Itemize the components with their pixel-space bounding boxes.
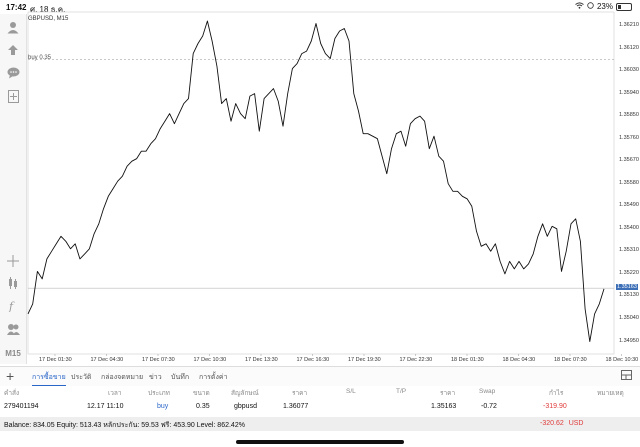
timeframe-button[interactable]: M15 bbox=[5, 348, 21, 358]
buy-line-label: buy 0.35 bbox=[28, 55, 52, 61]
header-order: คำสั่ง bbox=[4, 390, 20, 397]
lock-rotation-icon bbox=[587, 2, 594, 11]
header-sl: S/L bbox=[346, 388, 356, 395]
header-profit: กำไร bbox=[549, 390, 564, 397]
order-profit: -319.90 bbox=[543, 403, 567, 410]
order-id: 279401194 bbox=[4, 403, 39, 410]
add-icon[interactable]: + bbox=[6, 368, 15, 384]
order-price-open: 1.36077 bbox=[283, 403, 309, 410]
status-date: ศ. 18 ธ.ค. bbox=[30, 5, 66, 14]
y-tick-label: 1.35580 bbox=[619, 179, 639, 186]
y-tick-label: 1.35400 bbox=[619, 224, 639, 231]
panel-layout-icon[interactable] bbox=[621, 370, 632, 383]
y-tick-label: 1.35940 bbox=[619, 89, 639, 96]
tab-news[interactable]: ข่าว bbox=[149, 374, 162, 381]
y-tick-label: 1.36120 bbox=[619, 44, 639, 51]
wifi-icon bbox=[575, 2, 584, 11]
indicators-icon[interactable] bbox=[3, 273, 23, 293]
order-swap: -0.72 bbox=[481, 403, 497, 410]
trade-icon[interactable] bbox=[3, 40, 23, 60]
current-price-label: 1.35163 bbox=[616, 284, 638, 291]
y-tick-label: 1.35220 bbox=[619, 269, 639, 276]
chat-icon[interactable] bbox=[3, 63, 23, 83]
y-tick-label: 1.35850 bbox=[619, 112, 639, 119]
table-row[interactable]: 279401194 12.17 11:10 buy 0.35 gbpusd 1.… bbox=[0, 402, 640, 414]
order-price-current: 1.35163 bbox=[431, 403, 457, 410]
account-icon[interactable] bbox=[3, 17, 23, 37]
status-right: 23% bbox=[575, 2, 632, 11]
x-tick-label: 17 Dec 16:30 bbox=[296, 357, 330, 363]
x-tick-label: 17 Dec 22:30 bbox=[399, 357, 433, 363]
order-time: 12.17 11:10 bbox=[87, 403, 124, 410]
y-tick-label: 1.36210 bbox=[619, 22, 639, 28]
header-price-current: ราคา bbox=[440, 390, 456, 397]
chart-symbol-title: GBPUSD, M15 bbox=[28, 16, 69, 22]
header-tp: T/P bbox=[396, 388, 407, 395]
x-tick-label: 17 Dec 01:30 bbox=[39, 357, 72, 363]
order-size: 0.35 bbox=[196, 403, 210, 410]
y-tick-label: 1.36030 bbox=[619, 67, 639, 74]
x-tick-label: 17 Dec 19:30 bbox=[348, 357, 381, 363]
header-type: ประเภท bbox=[148, 390, 170, 397]
price-series-line bbox=[27, 20, 605, 342]
header-symbol: สัญลักษณ์ bbox=[231, 390, 259, 397]
header-time: เวลา bbox=[108, 390, 122, 397]
header-size: ขนาด bbox=[193, 390, 210, 397]
objects-icon[interactable] bbox=[3, 319, 23, 339]
function-icon[interactable]: f bbox=[3, 296, 23, 316]
x-tick-label: 18 Dec 07:30 bbox=[554, 357, 587, 363]
balance-bar: Balance: 834.05 Equity: 513.43 หลักประกั… bbox=[0, 417, 640, 431]
x-tick-label: 18 Dec 10:30 bbox=[605, 357, 639, 363]
header-comment: หมายเหตุ bbox=[597, 390, 624, 397]
total-profit: -320.62 USD bbox=[540, 420, 583, 427]
status-time: 17:42 bbox=[6, 3, 27, 12]
battery-percent: 23% bbox=[596, 2, 613, 11]
svg-text:f: f bbox=[8, 300, 15, 312]
tab-mailbox[interactable]: กล่องจดหมาย bbox=[101, 374, 144, 381]
x-tick-label: 17 Dec 07:30 bbox=[142, 357, 175, 363]
y-tick-label: 1.35310 bbox=[619, 247, 639, 254]
crosshair-icon[interactable] bbox=[3, 251, 23, 271]
battery-icon bbox=[616, 2, 632, 11]
x-tick-label: 17 Dec 10:30 bbox=[193, 357, 227, 363]
orders-table-header: คำสั่ง เวลา ประเภท ขนาด สัญลักษณ์ ราคา S… bbox=[0, 386, 640, 398]
new-order-icon[interactable] bbox=[3, 86, 23, 106]
order-type: buy bbox=[157, 403, 169, 410]
y-tick-label: 1.35490 bbox=[619, 202, 639, 209]
total-profit-currency: USD bbox=[568, 420, 584, 427]
order-symbol: gbpusd bbox=[234, 403, 257, 410]
status-bar: 17:42 ศ. 18 ธ.ค. 23% bbox=[0, 0, 640, 14]
header-swap: Swap bbox=[479, 388, 496, 395]
y-tick-label: 1.35760 bbox=[619, 134, 639, 141]
x-tick-label: 17 Dec 04:30 bbox=[90, 357, 124, 363]
x-tick-label: 18 Dec 01:30 bbox=[451, 357, 484, 363]
x-tick-label: 17 Dec 13:30 bbox=[245, 357, 278, 363]
header-price-open: ราคา bbox=[292, 390, 308, 397]
y-tick-label: 1.35130 bbox=[619, 292, 639, 299]
plot-frame bbox=[27, 11, 615, 355]
y-tick-label: 1.35670 bbox=[619, 157, 639, 164]
y-tick-label: 1.35040 bbox=[619, 314, 639, 321]
x-tick-label: 18 Dec 04:30 bbox=[502, 357, 536, 363]
tab-trade[interactable]: การซื้อขาย bbox=[32, 372, 66, 386]
tab-journal[interactable]: บันทึก bbox=[171, 374, 190, 381]
tab-settings[interactable]: การตั้งค่า bbox=[199, 374, 228, 381]
balance-summary: Balance: 834.05 Equity: 513.43 หลักประกั… bbox=[4, 422, 245, 429]
tab-history[interactable]: ประวัติ bbox=[71, 374, 92, 381]
y-tick-label: 1.34950 bbox=[619, 337, 639, 344]
home-indicator bbox=[236, 440, 404, 444]
terminal-tabs-bar: + การซื้อขาย ประวัติ กล่องจดหมาย ข่าว บั… bbox=[0, 366, 640, 386]
total-profit-value: -320.62 bbox=[540, 420, 564, 427]
